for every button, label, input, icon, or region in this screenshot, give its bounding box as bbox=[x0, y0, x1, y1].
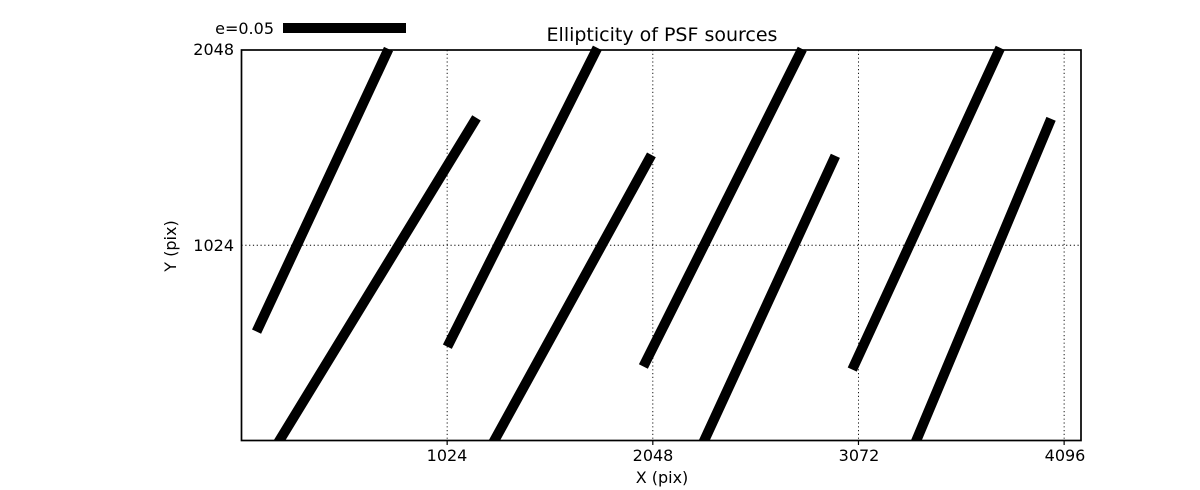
x-tick-label-1024: 1024 bbox=[426, 446, 468, 465]
whisker-segment bbox=[698, 153, 840, 441]
whisker-segment bbox=[252, 46, 394, 334]
y-tick-label-1024: 1024 bbox=[193, 236, 234, 255]
x-axis-label: X (pix) bbox=[635, 468, 689, 487]
whisker-segment bbox=[638, 46, 807, 369]
whisker-group bbox=[252, 45, 1056, 441]
whisker-segment bbox=[847, 45, 1005, 372]
whisker-segment bbox=[488, 152, 656, 441]
whisker-segment bbox=[910, 116, 1056, 441]
whisker-segment bbox=[442, 45, 602, 349]
y-tick-label-2048: 2048 bbox=[193, 40, 234, 59]
x-tick-label-3072: 3072 bbox=[838, 446, 880, 465]
x-tick-label-2048: 2048 bbox=[632, 446, 674, 465]
whisker-segment bbox=[273, 115, 481, 441]
legend-label: e=0.05 bbox=[215, 19, 274, 38]
y-axis-label: Y (pix) bbox=[161, 220, 180, 272]
plot-border bbox=[240, 49, 1082, 442]
x-tick-label-4096: 4096 bbox=[1044, 446, 1086, 465]
figure-title: Ellipticity of PSF sources bbox=[546, 24, 778, 46]
